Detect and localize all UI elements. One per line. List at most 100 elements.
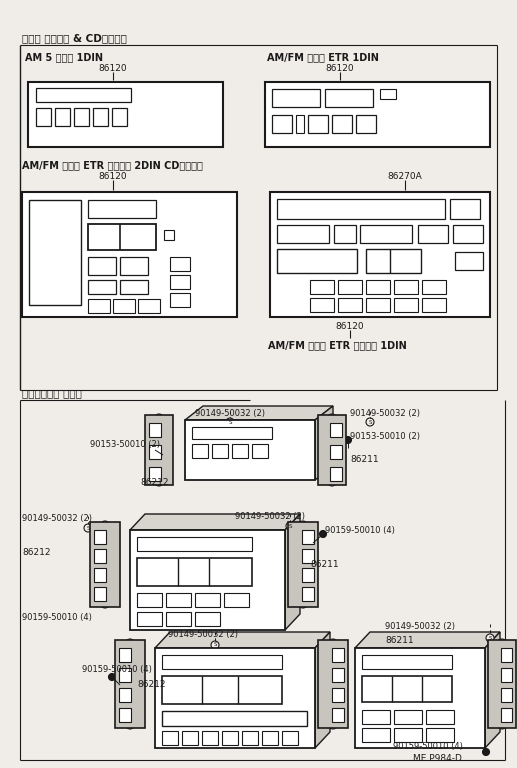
Bar — [362, 710, 390, 724]
Text: S: S — [368, 419, 372, 425]
Polygon shape — [315, 406, 333, 480]
Bar — [302, 549, 314, 563]
Bar — [162, 655, 282, 669]
Bar — [212, 444, 228, 458]
Bar — [272, 89, 320, 107]
Text: 86120: 86120 — [326, 64, 354, 73]
Bar — [166, 593, 191, 607]
Bar — [282, 731, 298, 745]
Bar — [145, 415, 173, 485]
Bar — [356, 115, 376, 133]
Bar — [262, 731, 278, 745]
Text: S: S — [86, 525, 90, 531]
Circle shape — [226, 418, 234, 426]
Bar — [450, 199, 480, 219]
Bar — [195, 593, 220, 607]
Bar — [29, 200, 81, 305]
Circle shape — [125, 719, 135, 729]
Bar — [36, 108, 51, 126]
Bar — [302, 530, 314, 544]
Bar — [426, 728, 454, 742]
Polygon shape — [285, 514, 300, 630]
Bar — [265, 82, 490, 147]
Bar — [112, 108, 127, 126]
Bar — [394, 710, 422, 724]
Bar — [22, 192, 237, 317]
Bar — [334, 225, 356, 243]
Bar — [501, 668, 512, 682]
Bar — [272, 115, 292, 133]
Bar — [501, 648, 512, 662]
Bar — [310, 280, 334, 294]
Bar — [332, 648, 344, 662]
Bar — [362, 655, 452, 669]
Bar — [88, 299, 110, 313]
Polygon shape — [315, 632, 330, 748]
Bar — [394, 728, 422, 742]
Bar — [162, 731, 178, 745]
Text: 86120: 86120 — [336, 322, 364, 331]
Bar — [310, 298, 334, 312]
Bar — [252, 444, 268, 458]
Bar — [74, 108, 89, 126]
Circle shape — [366, 418, 374, 426]
Bar — [36, 88, 131, 102]
Text: セッテイング パーツ: セッテイング パーツ — [22, 388, 82, 398]
Bar — [332, 668, 344, 682]
Text: 86120: 86120 — [99, 64, 127, 73]
Text: 90149-50032 (2): 90149-50032 (2) — [235, 512, 305, 521]
Circle shape — [100, 521, 110, 531]
Circle shape — [497, 719, 507, 729]
Text: 90153-50010 (2): 90153-50010 (2) — [350, 432, 420, 441]
Polygon shape — [485, 632, 500, 748]
Bar — [28, 82, 223, 147]
Bar — [192, 444, 208, 458]
Circle shape — [327, 476, 337, 486]
Bar — [330, 467, 342, 481]
Bar — [277, 249, 357, 273]
Text: 90149-50032 (2): 90149-50032 (2) — [22, 514, 92, 523]
Text: ME P984-D: ME P984-D — [413, 754, 462, 763]
Bar — [90, 522, 120, 607]
Bar — [277, 199, 445, 219]
Bar — [224, 593, 249, 607]
Bar — [185, 420, 315, 480]
Bar — [488, 640, 516, 728]
Circle shape — [486, 634, 494, 642]
Text: 86270A: 86270A — [388, 172, 422, 181]
Text: 90159-50010 (4): 90159-50010 (4) — [22, 613, 92, 622]
Text: AM/FM マルチ ETR カセット 2DIN CDプレーヤ: AM/FM マルチ ETR カセット 2DIN CDプレーヤ — [22, 160, 203, 170]
Bar — [332, 708, 344, 722]
Bar — [426, 710, 454, 724]
Bar — [330, 423, 342, 437]
Bar — [164, 230, 174, 240]
Circle shape — [151, 446, 159, 453]
Bar — [422, 298, 446, 312]
Circle shape — [298, 598, 308, 608]
Bar — [182, 731, 198, 745]
Bar — [318, 415, 346, 485]
Circle shape — [344, 436, 352, 443]
Bar — [119, 688, 131, 702]
Bar — [222, 731, 238, 745]
Bar — [332, 115, 352, 133]
Bar — [88, 280, 116, 294]
Bar — [137, 558, 252, 586]
Bar — [149, 423, 161, 437]
Bar — [501, 708, 512, 722]
Bar — [380, 89, 396, 99]
Bar — [94, 530, 106, 544]
Bar — [366, 249, 421, 273]
Bar — [455, 252, 483, 270]
Bar — [296, 115, 304, 133]
Bar — [155, 648, 315, 748]
Bar — [355, 648, 485, 748]
Circle shape — [109, 674, 115, 680]
Bar — [360, 225, 412, 243]
Bar — [232, 444, 248, 458]
Bar — [94, 587, 106, 601]
Text: 90149-50032 (2): 90149-50032 (2) — [350, 409, 420, 418]
Circle shape — [298, 521, 308, 531]
Text: ラジオ レシーバ & CDプレーヤ: ラジオ レシーバ & CDプレーヤ — [22, 33, 127, 43]
Text: 86120: 86120 — [99, 172, 127, 181]
